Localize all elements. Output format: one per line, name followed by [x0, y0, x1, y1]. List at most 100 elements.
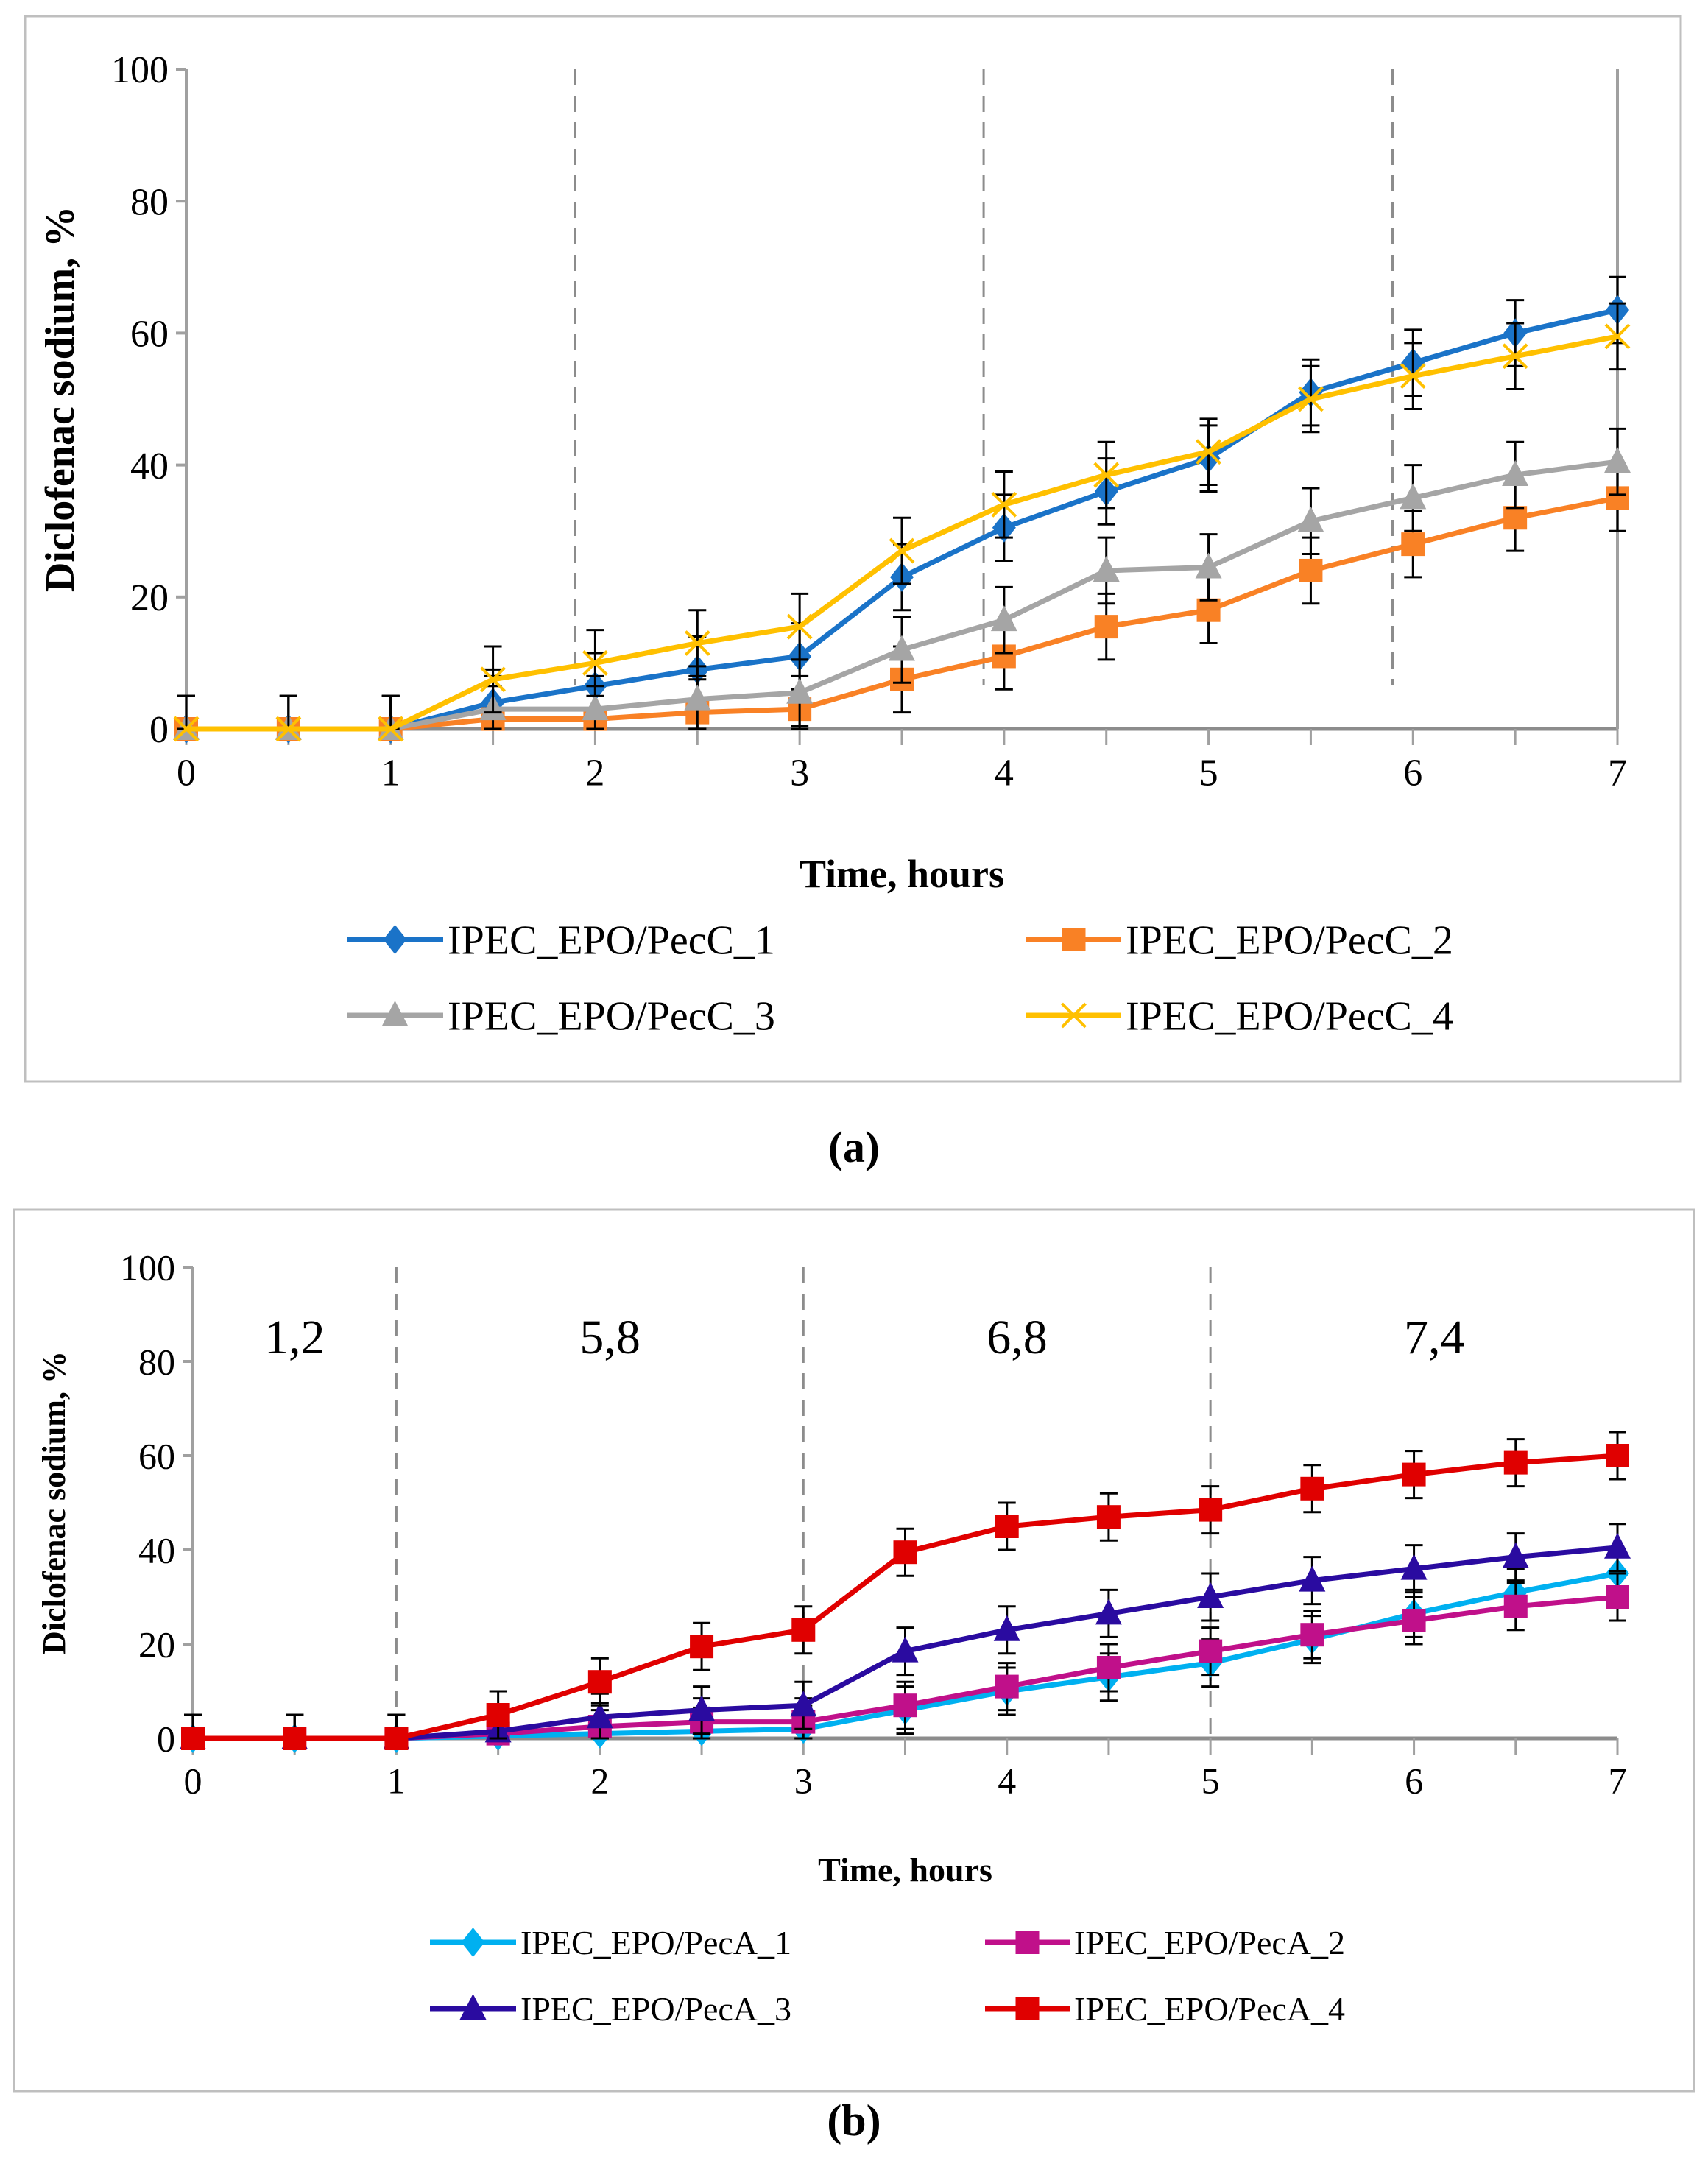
data-point [893, 1540, 917, 1565]
data-point [1503, 506, 1528, 530]
data-point [173, 716, 200, 742]
data-point [893, 1693, 917, 1718]
legend-label: IPEC_EPO/PecC_4 [1126, 994, 1453, 1040]
data-point [1606, 1585, 1629, 1609]
data-point [990, 605, 1017, 632]
legend-label: IPEC_EPO/PecA_2 [1074, 1924, 1345, 1961]
data-point [1400, 1554, 1428, 1580]
legend-marker-diamond-icon [383, 925, 407, 954]
x-tick-label: 2 [590, 1760, 609, 1802]
data-point [1299, 1565, 1326, 1592]
data-point [1094, 615, 1118, 639]
data-point [181, 1727, 205, 1750]
legend-marker-triangle-icon [381, 1001, 409, 1026]
data-point [1300, 1476, 1324, 1501]
data-point [995, 1674, 1019, 1699]
data-point [587, 1670, 612, 1694]
data-point [1196, 439, 1221, 465]
x-tick-label: 1 [381, 752, 400, 794]
data-point [1095, 1598, 1122, 1625]
series-3 [173, 427, 1631, 740]
y-tick-label: 100 [111, 49, 169, 91]
x-tick-label: 2 [585, 752, 604, 794]
x-tick-label: 3 [790, 752, 809, 794]
y-axis-label: Diclofenac sodium, % [36, 1351, 72, 1654]
x-axis-label: Time, hours [818, 1851, 992, 1889]
data-point [1402, 1462, 1426, 1487]
x-tick-label: 6 [1403, 752, 1422, 794]
data-point [1606, 1444, 1629, 1467]
data-point [1503, 1594, 1528, 1618]
data-point [1197, 1582, 1224, 1608]
legend-label: IPEC_EPO/PecC_1 [448, 918, 775, 964]
data-point [586, 1702, 613, 1729]
data-point [1195, 552, 1222, 579]
data-point [684, 684, 711, 711]
chart-b: 0 20 40 60 80 100 0 1 2 3 4 5 6 7 1,2 5,8 6,8 7,4 Time, ho… [13, 1208, 1695, 2093]
data-point [786, 613, 813, 640]
data-point [786, 677, 814, 704]
data-point [1298, 386, 1324, 412]
legend-label: IPEC_EPO/PecA_3 [520, 1990, 791, 2028]
y-tick-label: 0 [157, 1718, 175, 1760]
data-point [582, 694, 609, 721]
data-point [582, 649, 608, 676]
data-point [1300, 1623, 1324, 1647]
data-point [1297, 506, 1324, 532]
data-point [1604, 323, 1631, 350]
ph-annotation: 1,2 [264, 1311, 325, 1364]
data-point [1199, 1639, 1223, 1663]
data-point [1502, 1542, 1529, 1568]
data-point [791, 1618, 816, 1642]
data-point [1096, 1505, 1121, 1529]
x-tick-label: 1 [387, 1760, 406, 1802]
y-tick-label: 80 [130, 181, 169, 223]
data-point [1093, 462, 1120, 488]
data-point [1096, 1656, 1121, 1679]
x-tick-label: 4 [995, 752, 1014, 794]
data-point [378, 716, 404, 742]
legend-item: IPEC_EPO/PecC_2 [1026, 918, 1453, 964]
data-point [1400, 483, 1427, 510]
legend-item: IPEC_EPO/PecC_3 [347, 994, 775, 1040]
y-tick-label: 100 [120, 1247, 175, 1289]
y-tick-label: 60 [138, 1436, 175, 1477]
series-4 [181, 1431, 1629, 1750]
data-point [1196, 598, 1221, 622]
data-point [995, 1515, 1019, 1538]
data-point [1502, 343, 1528, 370]
legend-marker-square-icon [1015, 1997, 1040, 2020]
legend-label: IPEC_EPO/PecA_1 [520, 1924, 791, 1961]
legend-item: IPEC_EPO/PecA_1 [430, 1924, 791, 1961]
legend-label: IPEC_EPO/PecC_2 [1126, 918, 1453, 964]
y-tick-label: 0 [149, 709, 169, 751]
data-point [889, 635, 915, 661]
data-point [1604, 1532, 1631, 1559]
x-axis-label: Time, hours [800, 852, 1004, 896]
legend-marker-x-icon [1061, 1002, 1087, 1029]
legend-item: IPEC_EPO/PecC_4 [1026, 994, 1453, 1040]
x-tick-label: 0 [184, 1760, 202, 1802]
y-tick-label: 80 [138, 1342, 175, 1383]
legend-item: IPEC_EPO/PecA_2 [985, 1924, 1345, 1961]
x-tick-label: 6 [1405, 1760, 1423, 1802]
data-point [486, 1703, 510, 1727]
y-tick-label: 20 [130, 577, 169, 619]
legend-marker-square-icon [1062, 928, 1086, 951]
data-point [889, 537, 915, 564]
series-4 [173, 302, 1631, 742]
legend-label: IPEC_EPO/PecC_3 [448, 994, 775, 1040]
data-point [1401, 532, 1425, 557]
x-tick-label: 7 [1608, 752, 1627, 794]
data-point [275, 716, 302, 742]
y-tick-label: 40 [130, 445, 169, 487]
data-point [790, 1691, 817, 1717]
data-point [688, 1695, 716, 1721]
legend-label: IPEC_EPO/PecA_4 [1074, 1990, 1345, 2028]
data-point [480, 666, 506, 693]
data-point [1093, 555, 1120, 582]
data-point [1503, 1450, 1528, 1475]
data-point [993, 1615, 1020, 1641]
legend-item: IPEC_EPO/PecA_4 [985, 1990, 1345, 2028]
